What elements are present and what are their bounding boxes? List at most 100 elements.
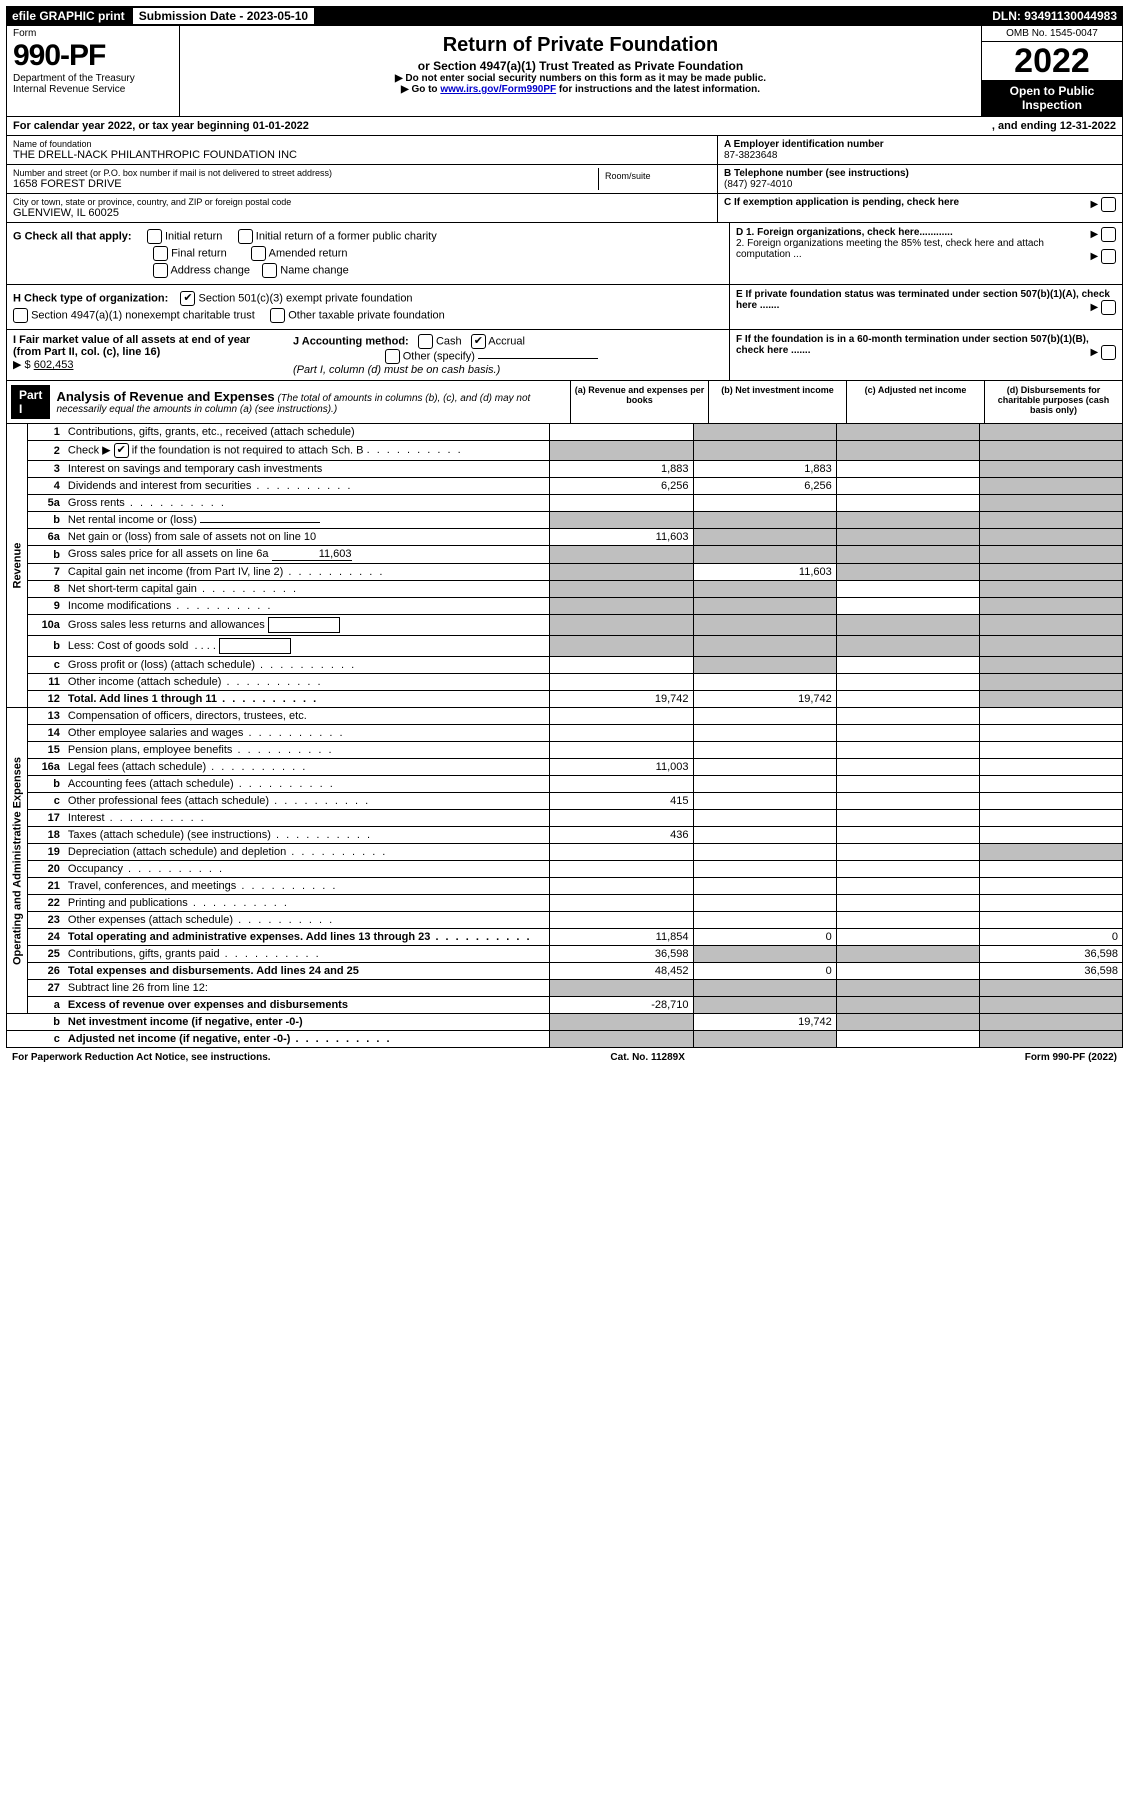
g-label: G Check all that apply: [13,230,132,242]
line-4: 4Dividends and interest from securities6… [7,478,1123,495]
page-footer: For Paperwork Reduction Act Notice, see … [6,1048,1123,1067]
dept-irs: Internal Revenue Service [13,84,173,95]
line-2: 2 Check ▶ ✔ if the foundation is not req… [7,441,1123,461]
form-subtitle: or Section 4947(a)(1) Trust Treated as P… [186,59,975,73]
line-6a: 6aNet gain or (loss) from sale of assets… [7,529,1123,546]
g-final-checkbox[interactable] [153,246,168,261]
line-17: 17Interest [7,810,1123,827]
j-accrual-checkbox[interactable]: ✔ [471,334,486,349]
f-checkbox[interactable] [1101,345,1116,360]
j-cash-checkbox[interactable] [418,334,433,349]
form-number: 990-PF [13,39,173,73]
line-7: 7Capital gain net income (from Part IV, … [7,564,1123,581]
addr-label: Number and street (or P.O. box number if… [13,168,598,178]
part1-tag: Part I [11,385,50,419]
footer-left: For Paperwork Reduction Act Notice, see … [12,1052,271,1063]
note-ssn: ▶ Do not enter social security numbers o… [186,73,975,84]
c-checkbox[interactable] [1101,197,1116,212]
g-name-checkbox[interactable] [262,263,277,278]
f-label: F If the foundation is in a 60-month ter… [736,334,1089,356]
line-16c: cOther professional fees (attach schedul… [7,793,1123,810]
ein-label: A Employer identification number [724,139,1116,150]
line-26: 26Total expenses and disbursements. Add … [7,963,1123,980]
i-value: 602,453 [34,359,74,371]
omb-number: OMB No. 1545-0047 [982,26,1122,42]
line-11: 11Other income (attach schedule) [7,674,1123,691]
line-10b: bLess: Cost of goods sold . . . . [7,636,1123,657]
h-501c3-checkbox[interactable]: ✔ [180,291,195,306]
j-label: J Accounting method: [293,335,409,347]
city-label: City or town, state or province, country… [13,197,711,207]
ij-f-section: I Fair market value of all assets at end… [6,330,1123,381]
line-5b: bNet rental income or (loss) [7,512,1123,529]
d2-label: 2. Foreign organizations meeting the 85%… [736,238,1044,260]
line-27b: bNet investment income (if negative, ent… [7,1014,1123,1031]
g-former-checkbox[interactable] [238,229,253,244]
line-20: 20Occupancy [7,861,1123,878]
line-14: 14Other employee salaries and wages [7,725,1123,742]
line-18: 18Taxes (attach schedule) (see instructi… [7,827,1123,844]
room-label: Room/suite [605,171,705,181]
line-24: 24Total operating and administrative exp… [7,929,1123,946]
street-address: 1658 FOREST DRIVE [13,178,598,190]
g-amended-checkbox[interactable] [251,246,266,261]
form-word: Form [13,28,173,39]
foundation-info: Name of foundation THE DRELL-NACK PHILAN… [6,136,1123,223]
line-27: 27Subtract line 26 from line 12: [7,980,1123,997]
dln-label: DLN: 93491130044983 [992,9,1117,23]
cal-begin: For calendar year 2022, or tax year begi… [13,120,309,132]
irs-link[interactable]: www.irs.gov/Form990PF [440,84,556,95]
col-b-header: (b) Net investment income [708,381,846,423]
g-addr-checkbox[interactable] [153,263,168,278]
line-5a: 5aGross rents [7,495,1123,512]
line-21: 21Travel, conferences, and meetings [7,878,1123,895]
h-other-checkbox[interactable] [270,308,285,323]
footer-mid: Cat. No. 11289X [610,1052,684,1063]
line-15: 15Pension plans, employee benefits [7,742,1123,759]
foundation-name: THE DRELL-NACK PHILANTHROPIC FOUNDATION … [13,149,711,161]
note-url: ▶ Go to www.irs.gov/Form990PF for instru… [186,84,975,95]
l2-checkbox[interactable]: ✔ [114,443,129,458]
line-22: 22Printing and publications [7,895,1123,912]
col-c-header: (c) Adjusted net income [846,381,984,423]
j-other-checkbox[interactable] [385,349,400,364]
col-a-header: (a) Revenue and expenses per books [570,381,708,423]
line-9: 9Income modifications [7,598,1123,615]
line-27c: cAdjusted net income (if negative, enter… [7,1031,1123,1048]
i-label: I Fair market value of all assets at end… [13,334,250,358]
submission-date: Submission Date - 2023-05-10 [133,8,314,24]
line-27a: aExcess of revenue over expenses and dis… [7,997,1123,1014]
h-label: H Check type of organization: [13,292,168,304]
line-6b: bGross sales price for all assets on lin… [7,546,1123,564]
line-12: 12Total. Add lines 1 through 1119,74219,… [7,691,1123,708]
city-state-zip: GLENVIEW, IL 60025 [13,207,711,219]
c-exemption-label: C If exemption application is pending, c… [724,197,959,208]
line-16a: 16aLegal fees (attach schedule)11,003 [7,759,1123,776]
calendar-year-row: For calendar year 2022, or tax year begi… [6,117,1123,136]
g-initial-checkbox[interactable] [147,229,162,244]
phone-value: (847) 927-4010 [724,179,1116,190]
phone-label: B Telephone number (see instructions) [724,168,1116,179]
d1-label: D 1. Foreign organizations, check here..… [736,227,953,238]
revenue-label: Revenue [7,424,28,708]
tax-year: 2022 [982,42,1122,80]
dept-treasury: Department of the Treasury [13,73,173,84]
line-8: 8Net short-term capital gain [7,581,1123,598]
d2-checkbox[interactable] [1101,249,1116,264]
part1-title: Analysis of Revenue and Expenses [56,389,274,404]
h-4947-checkbox[interactable] [13,308,28,323]
line-10a: 10aGross sales less returns and allowanc… [7,615,1123,636]
top-bar: efile GRAPHIC print Submission Date - 20… [6,6,1123,26]
e-label: E If private foundation status was termi… [736,289,1110,311]
form-title: Return of Private Foundation [186,34,975,57]
line-10c: cGross profit or (loss) (attach schedule… [7,657,1123,674]
col-d-header: (d) Disbursements for charitable purpose… [984,381,1122,423]
d1-checkbox[interactable] [1101,227,1116,242]
header-left: Form 990-PF Department of the Treasury I… [7,26,180,116]
h-e-section: H Check type of organization: ✔ Section … [6,285,1123,330]
e-checkbox[interactable] [1101,300,1116,315]
cal-end: , and ending 12-31-2022 [992,120,1116,132]
footer-right: Form 990-PF (2022) [1025,1052,1117,1063]
line-3: 3Interest on savings and temporary cash … [7,461,1123,478]
ein-value: 87-3823648 [724,150,1116,161]
